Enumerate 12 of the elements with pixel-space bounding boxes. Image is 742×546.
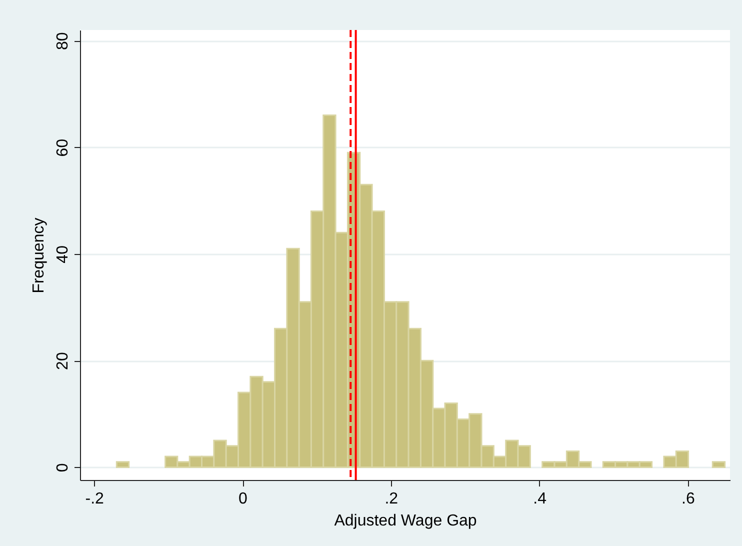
y-tick-label: 0 bbox=[54, 463, 72, 472]
x-tick-label: .2 bbox=[384, 490, 398, 508]
y-tick-label: 40 bbox=[54, 245, 72, 264]
y-axis-title: Frequency bbox=[30, 218, 48, 294]
y-tick-label: 20 bbox=[54, 352, 72, 370]
x-tick-label: .4 bbox=[533, 490, 547, 508]
x-axis-title: Adjusted Wage Gap bbox=[334, 512, 477, 530]
y-tick-label: 60 bbox=[54, 138, 72, 157]
y-tick-label: 80 bbox=[54, 32, 72, 50]
x-tick-label: 0 bbox=[238, 490, 248, 508]
x-tick-label: .6 bbox=[682, 490, 695, 508]
x-tick-label: -.2 bbox=[85, 490, 104, 508]
